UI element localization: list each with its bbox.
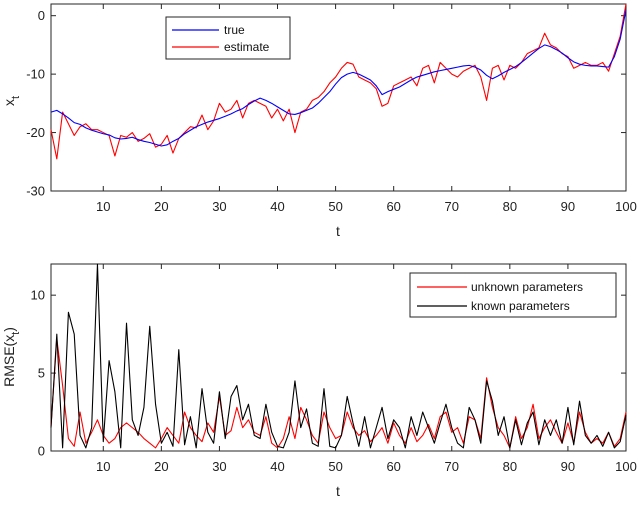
bottom-x-tick-labels: 10 20 30 40 50 60 70 80 90 100 — [96, 459, 637, 474]
series-line-estimate — [50, 3, 627, 160]
bottom-y-tick-label: 5 — [38, 366, 45, 381]
top-legend-box — [165, 16, 291, 60]
bottom-x-axis-label: t — [336, 483, 340, 499]
top-series-lines — [50, 3, 627, 160]
top-x-tick-label: 50 — [328, 199, 342, 214]
bottom-x-tick-label: 10 — [96, 459, 110, 474]
series-line-unknown-parameters — [50, 338, 627, 449]
bottom-y-tick-label: 0 — [38, 444, 45, 459]
bottom-y-tick-labels: 0 5 10 — [31, 288, 45, 459]
top-x-axis-label: t — [336, 223, 340, 239]
legend-label-true: true — [224, 23, 245, 37]
top-chart-panel: 10 20 30 40 50 60 70 80 90 100 0 -10 -20 -30 t xt tr… — [1, 3, 637, 239]
top-y-tick-label: -30 — [26, 184, 45, 199]
legend-label-known-parameters: known parameters — [471, 299, 570, 313]
top-x-tick-label: 100 — [615, 199, 637, 214]
top-x-tick-label: 60 — [386, 199, 400, 214]
top-x-tick-label: 70 — [445, 199, 459, 214]
bottom-x-tick-label: 30 — [212, 459, 226, 474]
top-y-tick-label: -20 — [26, 125, 45, 140]
bottom-x-tick-label: 70 — [445, 459, 459, 474]
series-line-known-parameters — [50, 263, 627, 449]
top-x-tick-label: 10 — [96, 199, 110, 214]
bottom-x-tick-label: 60 — [386, 459, 400, 474]
bottom-x-tick-label: 90 — [561, 459, 575, 474]
bottom-y-axis-label: RMSE(xt) — [1, 327, 22, 387]
bottom-x-tick-label: 80 — [503, 459, 517, 474]
bottom-x-tick-label: 50 — [328, 459, 342, 474]
top-x-tick-label: 40 — [270, 199, 284, 214]
bottom-x-tick-label: 20 — [154, 459, 168, 474]
top-ticks — [51, 4, 627, 192]
bottom-series-lines — [50, 263, 627, 449]
bottom-y-tick-label: 10 — [31, 288, 45, 303]
top-legend: true estimate — [165, 16, 291, 60]
legend-label-unknown-parameters: unknown parameters — [471, 280, 583, 294]
top-x-tick-label: 80 — [503, 199, 517, 214]
top-y-tick-labels: 0 -10 -20 -30 — [26, 8, 45, 198]
series-line-true — [50, 9, 627, 147]
top-x-tick-label: 20 — [154, 199, 168, 214]
top-plot-area — [50, 3, 627, 192]
bottom-chart-panel: 10 20 30 40 50 60 70 80 90 100 0 5 10 t RMSE(xt) un… — [1, 263, 637, 499]
top-y-tick-label: -10 — [26, 67, 45, 82]
top-y-tick-label: 0 — [38, 8, 45, 23]
top-x-tick-label: 30 — [212, 199, 226, 214]
legend-label-estimate: estimate — [224, 40, 270, 54]
bottom-legend-box — [409, 272, 617, 318]
top-y-axis-label: xt — [1, 96, 22, 106]
bottom-legend: unknown parameters known parameters — [409, 272, 617, 318]
top-x-tick-label: 90 — [561, 199, 575, 214]
bottom-x-tick-label: 100 — [615, 459, 637, 474]
bottom-x-tick-label: 40 — [270, 459, 284, 474]
top-x-tick-labels: 10 20 30 40 50 60 70 80 90 100 — [96, 199, 637, 214]
